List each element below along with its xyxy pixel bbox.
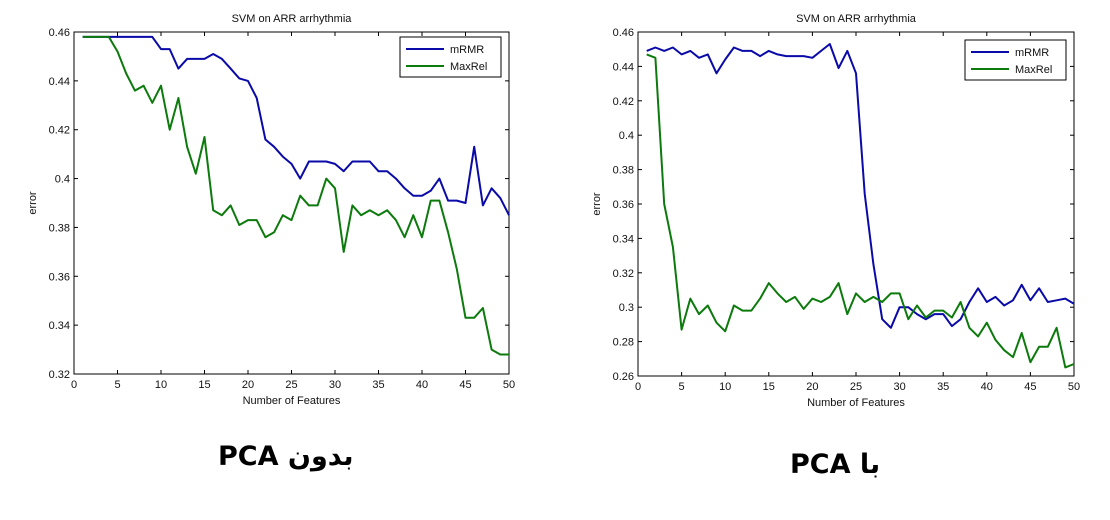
y-axis-label: error (27, 191, 39, 215)
chart-title: SVM on ARR arrhythmia (796, 13, 917, 25)
series-line-mrmr (82, 35, 510, 216)
y-tick-label: 0.36 (613, 199, 634, 211)
x-tick-label: 0 (635, 381, 641, 393)
y-axis-label: error (591, 192, 603, 216)
chart-2: SVM on ARR arrhythmia 0 5 10 15 20 25 30 35 40 45 5… (591, 13, 1080, 409)
y-tick-label: 0.34 (613, 233, 634, 245)
caption-right: با PCA (790, 449, 881, 480)
chart-title: SVM on ARR arrhythmia (232, 13, 353, 25)
y-tick-label: 0.34 (49, 320, 70, 332)
x-tick-label: 40 (416, 379, 428, 391)
x-tick-label: 10 (155, 379, 167, 391)
x-tick-label: 45 (1024, 381, 1036, 393)
caption-left: بدون PCA (218, 441, 354, 472)
x-tick-label: 30 (893, 381, 905, 393)
x-tick-label: 50 (503, 379, 515, 391)
y-tick-label: 0.36 (49, 271, 70, 283)
chart-1: SVM on ARR arrhythmia 0 5 10 15 20 25 30 35 40 45 5… (27, 13, 515, 407)
x-tick-label: 25 (850, 381, 862, 393)
x-tick-label: 10 (719, 381, 731, 393)
y-tick-label: 0.28 (613, 337, 634, 349)
y-tick-label: 0.3 (619, 302, 634, 314)
x-tick-label: 50 (1068, 381, 1080, 393)
y-tick-label: 0.46 (613, 27, 634, 39)
x-tick-label: 20 (242, 379, 254, 391)
legend-box (964, 39, 1067, 81)
y-tick-label: 0.42 (49, 125, 70, 137)
y-tick-label: 0.44 (613, 61, 634, 73)
x-tick-label: 25 (285, 379, 297, 391)
series-line-maxrel (646, 53, 1075, 369)
x-axis-label: Number of Features (807, 397, 905, 409)
y-tick-label: 0.32 (613, 268, 634, 280)
legend-label-maxrel: MaxRel (450, 61, 487, 73)
plot-frame (73, 31, 510, 375)
y-tick-label: 0.26 (613, 371, 634, 383)
x-axis-label: Number of Features (243, 395, 341, 407)
x-tick-label: 35 (937, 381, 949, 393)
x-tick-label: 5 (679, 381, 685, 393)
x-tick-label: 45 (459, 379, 471, 391)
y-tick-label: 0.38 (49, 222, 70, 234)
x-tick-label: 40 (981, 381, 993, 393)
y-tick-label: 0.32 (49, 369, 70, 381)
x-tick-label: 15 (763, 381, 775, 393)
x-tick-label: 15 (198, 379, 210, 391)
x-tick-label: 20 (806, 381, 818, 393)
x-tick-label: 5 (114, 379, 120, 391)
series-line-maxrel (82, 35, 509, 356)
y-tick-label: 0.38 (613, 165, 634, 177)
y-tick-label: 0.42 (613, 96, 634, 108)
series-line-mrmr (646, 43, 1075, 329)
y-tick-label: 0.44 (49, 76, 70, 88)
x-tick-label: 30 (329, 379, 341, 391)
y-tick-label: 0.4 (619, 130, 634, 142)
x-tick-label: 35 (372, 379, 384, 391)
legend-label-maxrel: MaxRel (1015, 64, 1052, 76)
y-tick-label: 0.4 (55, 174, 70, 186)
x-tick-label: 0 (71, 379, 77, 391)
legend-label-mrmr: mRMR (450, 44, 484, 56)
y-tick-label: 0.46 (49, 27, 70, 39)
legend-label-mrmr: mRMR (1015, 47, 1049, 59)
legend-box (399, 36, 502, 78)
